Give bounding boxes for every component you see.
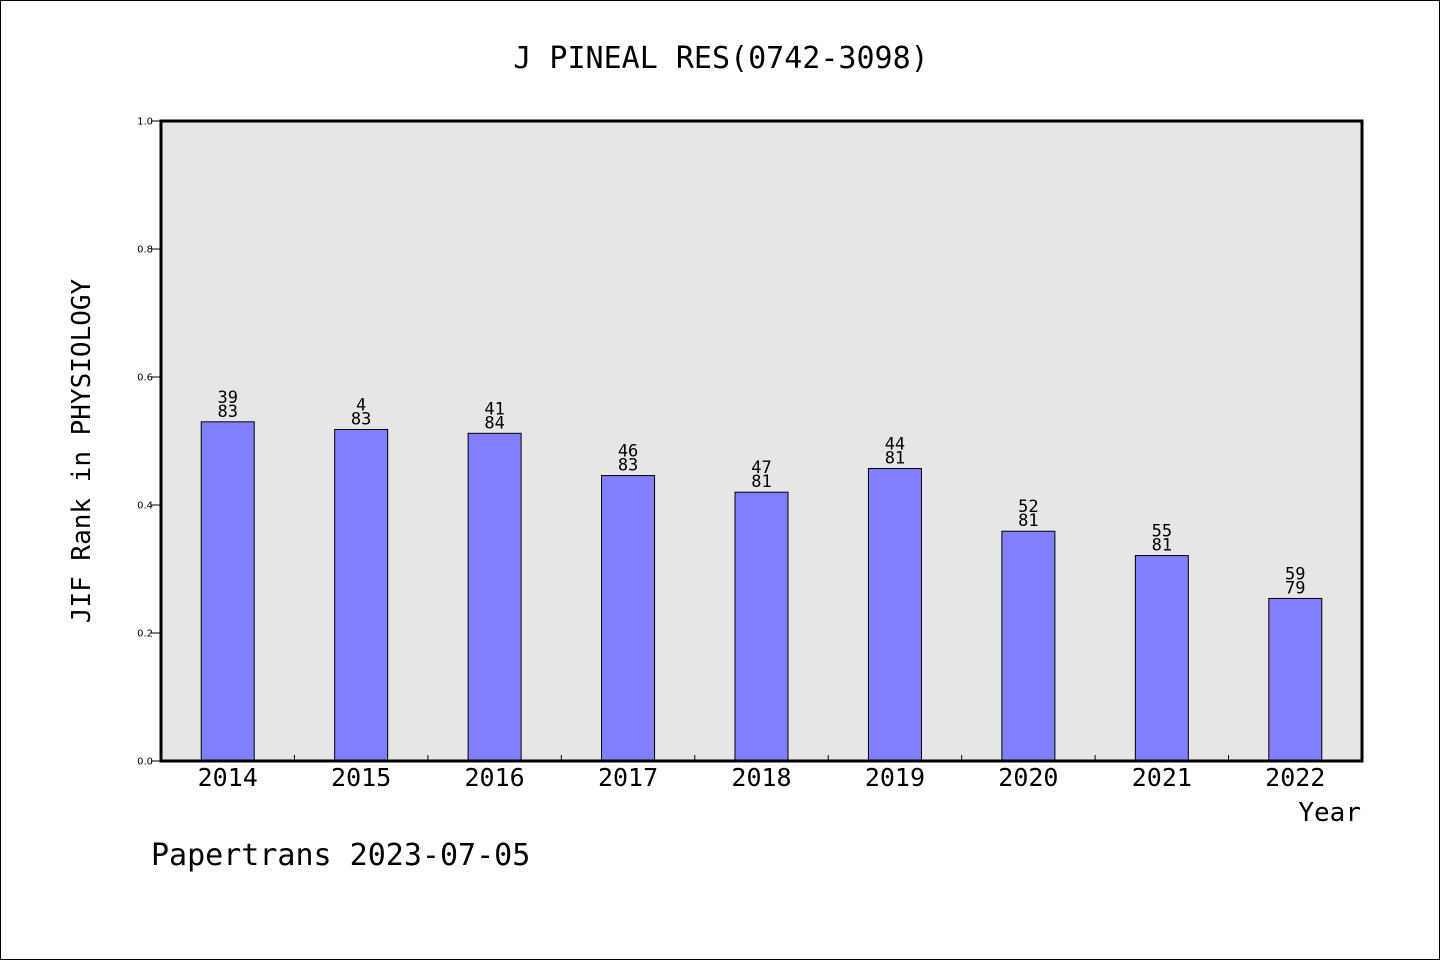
bar-label-rank: 4 xyxy=(356,395,366,415)
bar-label-total: 84 xyxy=(484,413,504,433)
x-tick-label: 2018 xyxy=(731,763,791,792)
bar-label-total: 81 xyxy=(751,472,771,492)
x-tick-label: 2015 xyxy=(331,763,391,792)
bar-label-total: 81 xyxy=(885,449,905,469)
x-tick-label: 2022 xyxy=(1265,763,1325,792)
bar-label-rank: 44 xyxy=(885,435,905,455)
bar-label-total: 79 xyxy=(1285,578,1305,598)
y-axis: 0.0 0.2 0.4 0.6 0.8 1.0 xyxy=(137,117,161,768)
y-axis-label: JIF Rank in PHYSIOLOGY xyxy=(67,278,97,623)
bar-label-rank: 52 xyxy=(1018,497,1038,517)
x-tick-label: 2017 xyxy=(598,763,658,792)
bar-label-total: 81 xyxy=(1018,511,1038,531)
bar-label-rank: 41 xyxy=(484,399,504,419)
bar xyxy=(867,468,922,762)
bar xyxy=(200,421,255,762)
x-axis: 2014 2015 2016 2017 2018 2019 2020 2021 2022 xyxy=(198,755,1325,792)
bar xyxy=(601,475,656,762)
bar xyxy=(1268,597,1323,762)
x-tick-label: 2021 xyxy=(1132,763,1192,792)
y-tick-label: 0.2 xyxy=(137,629,153,640)
y-tick-label: 1.0 xyxy=(137,117,153,128)
footer-credit: Papertrans 2023-07-05 xyxy=(151,838,530,873)
bar-label-total: 81 xyxy=(1152,536,1172,556)
bar-label-total: 83 xyxy=(351,409,371,429)
y-tick-label: 0.6 xyxy=(137,373,153,384)
x-tick-label: 2016 xyxy=(465,763,525,792)
bar xyxy=(1134,555,1189,762)
bar xyxy=(467,432,522,762)
y-tick-label: 0.4 xyxy=(137,501,153,512)
bar xyxy=(1001,530,1056,762)
bar xyxy=(734,491,789,762)
chart-title: J PINEAL RES(0742-3098) xyxy=(513,41,928,76)
y-tick-label: 0.8 xyxy=(137,245,153,256)
bar-label-rank: 46 xyxy=(618,442,638,462)
bar-label-rank: 39 xyxy=(217,388,237,408)
bar-label-total: 83 xyxy=(217,402,237,422)
bar xyxy=(334,428,389,762)
x-axis-label: Year xyxy=(1298,798,1361,828)
bar-label-rank: 59 xyxy=(1285,564,1305,584)
x-tick-label: 2019 xyxy=(865,763,925,792)
bar-label-total: 83 xyxy=(618,456,638,476)
bar-label-rank: 47 xyxy=(751,458,771,478)
x-tick-label: 2014 xyxy=(198,763,258,792)
x-tick-label: 2020 xyxy=(998,763,1058,792)
plot-border xyxy=(159,119,1364,763)
bar-label-rank: 55 xyxy=(1152,522,1172,542)
y-tick-label: 0.0 xyxy=(137,757,153,768)
